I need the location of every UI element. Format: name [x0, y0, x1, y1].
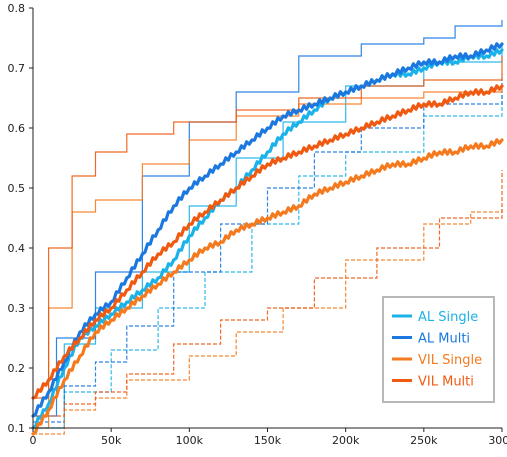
legend-label-al-single: AL Single [418, 310, 478, 325]
x-tick-label: 300k [488, 434, 507, 447]
y-tick-label: 0.2 [8, 362, 26, 375]
x-tick-label: 150k [254, 434, 282, 447]
y-tick-label: 0.3 [8, 302, 26, 315]
y-tick-label: 0.1 [8, 422, 26, 435]
legend-label-vil-multi: VIL Multi [418, 375, 474, 390]
x-tick-label: 0 [30, 434, 37, 447]
legend-label-al-multi: AL Multi [418, 332, 470, 347]
y-tick-label: 0.7 [8, 62, 26, 75]
x-tick-label: 250k [410, 434, 438, 447]
y-tick-label: 0.4 [8, 242, 26, 255]
x-tick-label: 50k [101, 434, 122, 447]
legend: AL Single AL Multi VIL Single VIL Multi [383, 297, 494, 402]
y-tick-label: 0.5 [8, 182, 26, 195]
x-tick-label: 100k [176, 434, 204, 447]
y-tick-label: 0.6 [8, 122, 26, 135]
y-tick-label: 0.8 [8, 2, 26, 15]
legend-label-vil-single: VIL Single [418, 353, 482, 368]
x-tick-label: 200k [332, 434, 360, 447]
